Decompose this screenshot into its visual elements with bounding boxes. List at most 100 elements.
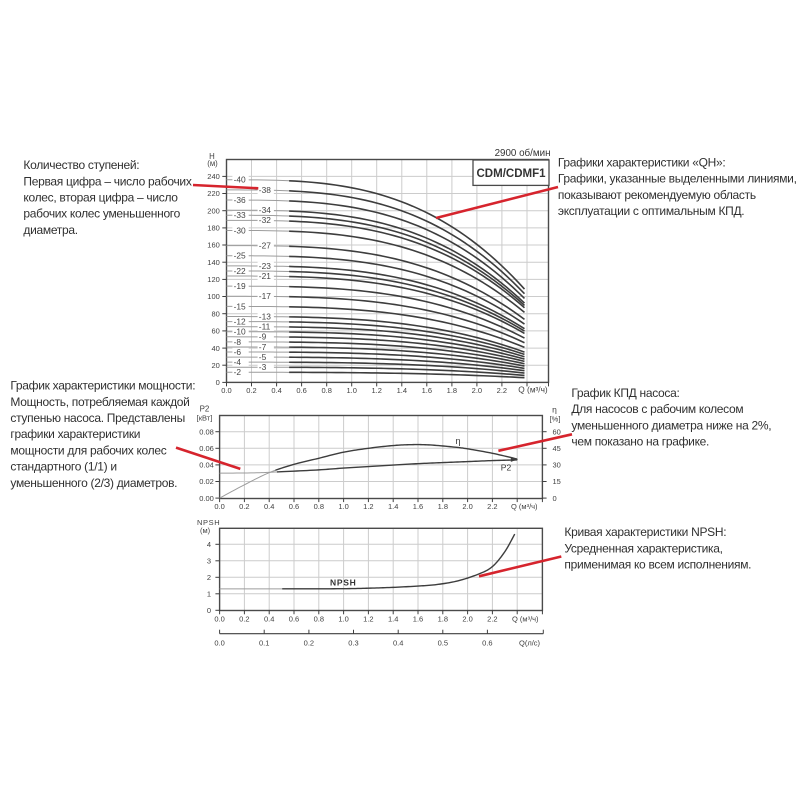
svg-text:0.0: 0.0 [214, 638, 224, 647]
svg-text:Графики характеристики «QH»:: Графики характеристики «QH»: [558, 156, 726, 170]
svg-text:Q(л/с): Q(л/с) [519, 638, 541, 647]
svg-text:2.2: 2.2 [497, 386, 507, 395]
svg-text:0.00: 0.00 [199, 494, 214, 503]
svg-text:2.2: 2.2 [487, 502, 497, 511]
svg-text:0.02: 0.02 [199, 477, 214, 486]
svg-text:Мощность, потребляемая каждой: Мощность, потребляемая каждой [10, 395, 189, 409]
svg-text:Кривая характеристики NPSH:: Кривая характеристики NPSH: [564, 525, 726, 539]
svg-text:80: 80 [211, 309, 219, 318]
svg-text:1.4: 1.4 [397, 386, 407, 395]
svg-text:эксплуатации с оптимальным КПД: эксплуатации с оптимальным КПД. [558, 204, 744, 218]
svg-text:NPSH: NPSH [330, 577, 356, 587]
svg-text:20: 20 [211, 361, 219, 370]
svg-text:-27: -27 [259, 241, 271, 251]
svg-text:P2: P2 [501, 463, 512, 473]
svg-text:0.8: 0.8 [314, 502, 324, 511]
svg-text:η: η [552, 404, 557, 414]
svg-text:240: 240 [207, 172, 220, 181]
svg-text:1.8: 1.8 [438, 615, 448, 624]
svg-text:мощности для рабочих колес: мощности для рабочих колес [10, 443, 166, 457]
svg-text:NPSH: NPSH [197, 518, 220, 527]
svg-text:колес, вторая цифра – число: колес, вторая цифра – число [23, 191, 178, 205]
svg-text:-32: -32 [259, 215, 271, 225]
svg-text:0.4: 0.4 [264, 615, 274, 624]
svg-text:0.2: 0.2 [246, 386, 256, 395]
svg-text:Графики, указанные выделенными: Графики, указанные выделенными линиями, [558, 172, 797, 186]
svg-text:30: 30 [553, 461, 561, 470]
svg-text:2: 2 [207, 573, 211, 582]
svg-text:3: 3 [207, 557, 211, 566]
svg-text:-36: -36 [234, 195, 246, 205]
svg-text:0: 0 [553, 494, 557, 503]
svg-text:графики характеристики: графики характеристики [10, 427, 140, 441]
svg-text:0.4: 0.4 [271, 386, 281, 395]
svg-text:0.06: 0.06 [199, 444, 214, 453]
svg-text:2.0: 2.0 [462, 615, 472, 624]
svg-text:-2: -2 [234, 367, 242, 377]
svg-text:1.6: 1.6 [413, 615, 423, 624]
svg-text:0: 0 [216, 378, 220, 387]
svg-text:1.6: 1.6 [422, 386, 432, 395]
svg-text:-15: -15 [234, 301, 246, 311]
svg-text:0.0: 0.0 [214, 502, 224, 511]
svg-text:(м): (м) [200, 526, 211, 535]
svg-text:-38: -38 [259, 185, 271, 195]
svg-text:1.0: 1.0 [346, 386, 356, 395]
svg-text:0.6: 0.6 [482, 638, 492, 647]
svg-text:уменьшенного (2/3) диаметров.: уменьшенного (2/3) диаметров. [10, 476, 177, 490]
svg-text:-34: -34 [259, 205, 271, 215]
svg-text:60: 60 [211, 327, 219, 336]
svg-text:45: 45 [553, 444, 561, 453]
svg-text:[кВт]: [кВт] [197, 413, 213, 422]
svg-text:0.08: 0.08 [199, 427, 214, 436]
svg-text:CDM/CDMF1: CDM/CDMF1 [477, 168, 547, 180]
svg-text:-23: -23 [259, 261, 271, 271]
svg-text:1.2: 1.2 [363, 615, 373, 624]
svg-text:-25: -25 [234, 251, 246, 261]
svg-text:2.0: 2.0 [462, 502, 472, 511]
svg-text:0.2: 0.2 [304, 638, 314, 647]
svg-text:-22: -22 [234, 266, 246, 276]
svg-text:-5: -5 [259, 352, 267, 362]
svg-text:0.1: 0.1 [259, 638, 269, 647]
svg-text:-21: -21 [259, 271, 271, 281]
svg-text:График КПД насоса:: График КПД насоса: [571, 386, 679, 400]
svg-text:0.8: 0.8 [314, 615, 324, 624]
svg-text:0.3: 0.3 [348, 638, 358, 647]
svg-text:15: 15 [553, 477, 561, 486]
svg-text:1: 1 [207, 590, 211, 599]
svg-text:0: 0 [207, 606, 211, 615]
svg-text:Количество ступеней:: Количество ступеней: [23, 158, 139, 172]
svg-text:140: 140 [207, 258, 220, 267]
svg-text:(м): (м) [207, 159, 218, 168]
svg-text:[%]: [%] [550, 414, 561, 423]
svg-text:40: 40 [211, 344, 219, 353]
svg-text:0.2: 0.2 [239, 615, 249, 624]
svg-text:0.4: 0.4 [393, 638, 403, 647]
svg-text:График характеристики мощности: График характеристики мощности: [10, 379, 195, 393]
svg-text:60: 60 [553, 427, 561, 436]
svg-text:-19: -19 [234, 281, 246, 291]
svg-text:0.2: 0.2 [239, 502, 249, 511]
svg-text:-6: -6 [234, 347, 242, 357]
svg-text:1.0: 1.0 [338, 615, 348, 624]
svg-text:Q (м³/ч): Q (м³/ч) [512, 615, 539, 624]
svg-text:Q (м³/ч): Q (м³/ч) [518, 385, 548, 395]
svg-text:0.5: 0.5 [438, 638, 448, 647]
svg-text:0.4: 0.4 [264, 502, 274, 511]
svg-text:-17: -17 [259, 291, 271, 301]
svg-text:0.6: 0.6 [289, 615, 299, 624]
svg-text:120: 120 [207, 275, 220, 284]
svg-text:200: 200 [207, 206, 220, 215]
svg-text:180: 180 [207, 224, 220, 233]
svg-text:-7: -7 [259, 342, 267, 352]
svg-text:1.8: 1.8 [447, 386, 457, 395]
svg-text:1.0: 1.0 [338, 502, 348, 511]
svg-text:2900 об/мин: 2900 об/мин [495, 148, 551, 159]
svg-text:-3: -3 [259, 362, 267, 372]
svg-text:показывают рекомендуемую облас: показывают рекомендуемую область [558, 188, 756, 202]
svg-text:уменьшенного диаметра ниже на: уменьшенного диаметра ниже на 2%, [571, 418, 771, 432]
svg-text:220: 220 [207, 189, 220, 198]
svg-text:2.2: 2.2 [487, 615, 497, 624]
svg-text:Для насосов с рабочим колесом: Для насосов с рабочим колесом [571, 402, 743, 416]
